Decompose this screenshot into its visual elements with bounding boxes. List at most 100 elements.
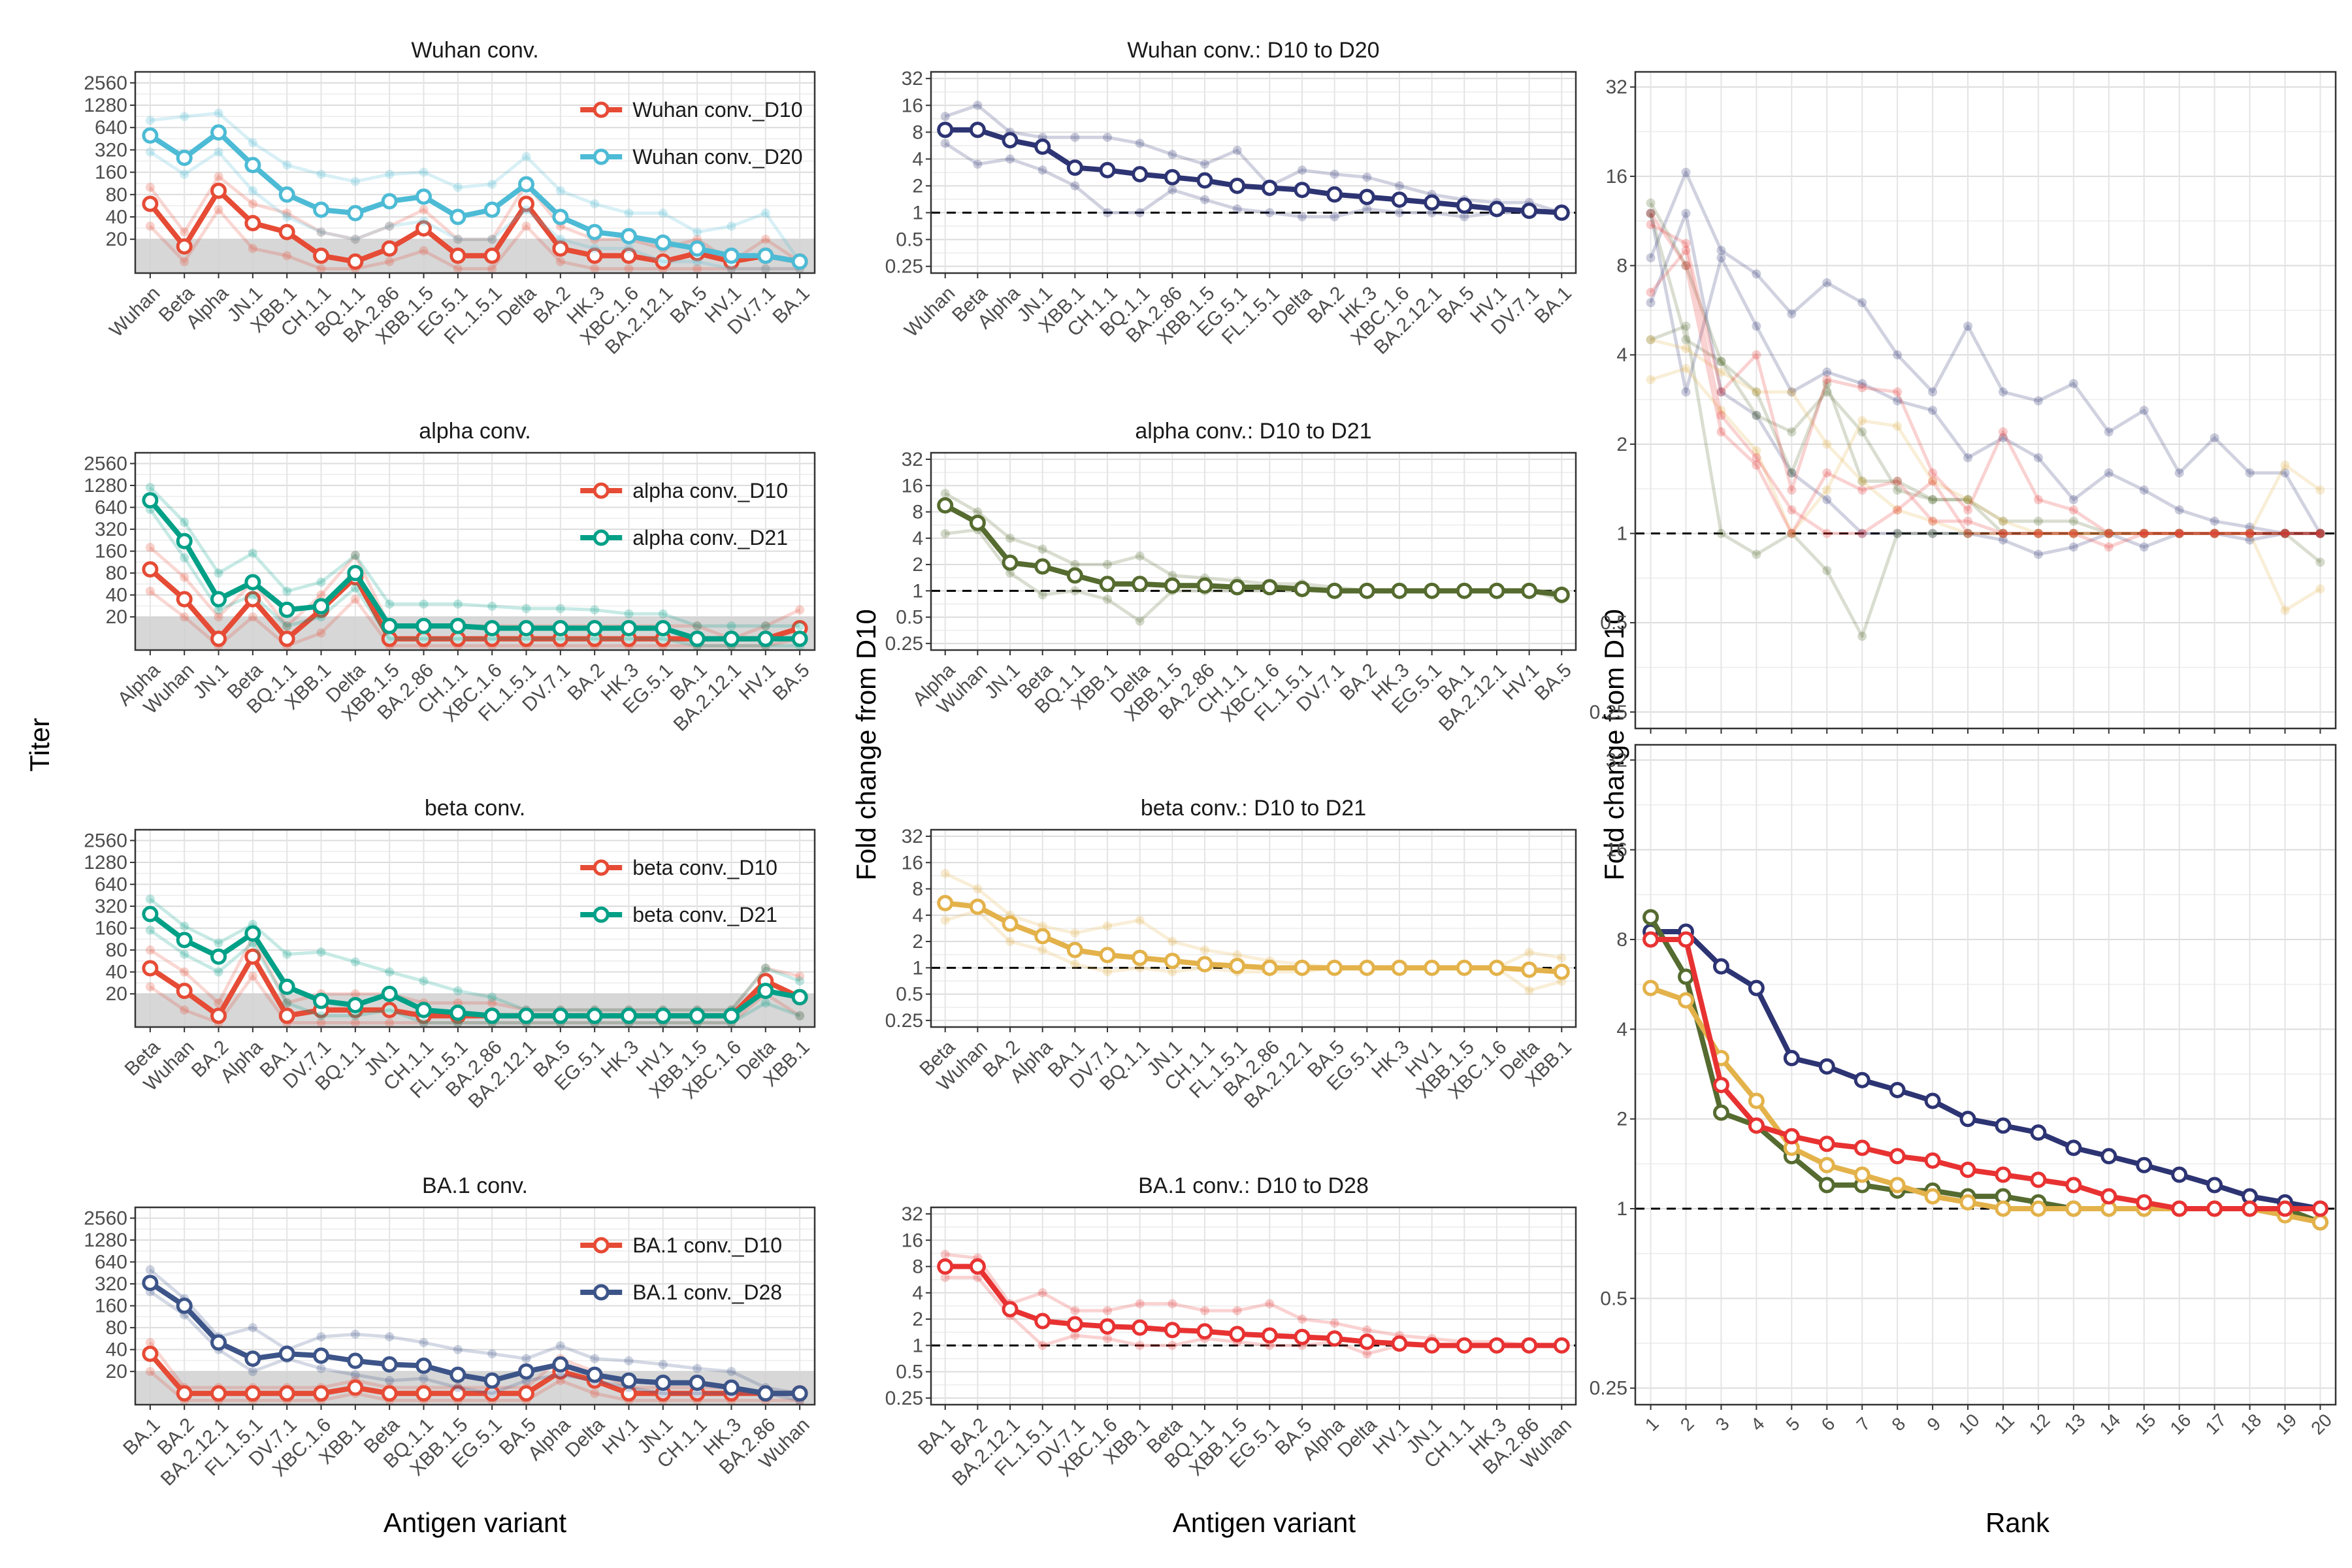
individual-point <box>1752 446 1761 455</box>
individual-point <box>180 257 189 267</box>
series-point <box>381 1356 398 1373</box>
individual-point <box>760 264 770 274</box>
individual-point <box>727 1367 736 1377</box>
individual-point <box>1857 476 1867 486</box>
individual-point <box>1787 505 1797 515</box>
individual-point <box>385 1018 395 1028</box>
individual-point <box>1928 529 1938 538</box>
series-point <box>1553 963 1570 980</box>
individual-point <box>2033 529 2043 538</box>
individual-point <box>1963 516 1973 526</box>
individual-point <box>1135 1299 1145 1309</box>
individual-point <box>145 1265 155 1275</box>
series-point <box>1099 1318 1116 1335</box>
series-point <box>176 1298 193 1315</box>
series-point <box>210 948 227 965</box>
individual-line <box>150 111 802 263</box>
series-point <box>1391 1335 1408 1352</box>
individual-point <box>1362 1325 1372 1335</box>
individual-point <box>2315 529 2325 538</box>
individual-point <box>2210 529 2219 538</box>
series-point <box>142 906 159 923</box>
individual-point <box>453 182 463 192</box>
series-point <box>969 122 986 139</box>
individual-point <box>1646 375 1656 385</box>
individual-point <box>1394 208 1404 218</box>
individual-point <box>940 529 950 538</box>
individual-point <box>555 257 565 267</box>
individual-point <box>385 967 395 977</box>
series-point <box>552 1007 569 1024</box>
y-tick-label: 16 <box>902 475 923 497</box>
individual-point <box>2245 535 2255 545</box>
series-point <box>1294 1328 1311 1345</box>
individual-point <box>2210 529 2219 538</box>
x-tick-label: 10 <box>1955 1410 1984 1439</box>
individual-point <box>760 963 770 973</box>
individual-point <box>453 1345 463 1354</box>
individual-point <box>2104 468 2114 478</box>
individual-point <box>1681 246 1691 255</box>
x-tick-label: 2 <box>1676 1413 1698 1435</box>
x-title-middle: Antigen variant <box>1173 1507 1356 1538</box>
series-point <box>1995 1117 2012 1134</box>
series-point <box>655 1007 672 1024</box>
series-point <box>620 619 637 636</box>
individual-line <box>944 103 1563 214</box>
y-tick-label: 640 <box>95 497 127 519</box>
series-point <box>1002 915 1019 932</box>
individual-point <box>1787 529 1797 538</box>
individual-point <box>1427 208 1437 218</box>
series-point <box>937 894 954 911</box>
series-point <box>1132 1319 1149 1336</box>
individual-point <box>1330 212 1339 221</box>
chart-fold-ba1: 0.250.512481632BA.1BA.2BA.2.12.1FL.1.5.1… <box>885 1173 1577 1490</box>
individual-point <box>316 169 326 179</box>
series-point <box>937 497 954 514</box>
individual-point <box>1822 439 1832 449</box>
series-point <box>347 1352 364 1369</box>
individual-point <box>214 147 223 157</box>
individual-point <box>2068 529 2078 538</box>
individual-point <box>419 167 429 177</box>
legend-marker <box>593 101 610 118</box>
individual-point <box>282 586 292 596</box>
legend-label: Wuhan conv._D20 <box>632 145 802 169</box>
individual-point <box>453 235 463 244</box>
series-point <box>791 1385 808 1402</box>
series-point <box>1712 958 1729 975</box>
individual-point <box>2068 529 2078 538</box>
individual-point <box>1822 485 1832 495</box>
individual-point <box>1822 495 1832 504</box>
individual-point <box>590 634 600 644</box>
series-point <box>1995 1200 2012 1217</box>
individual-point <box>214 172 223 182</box>
individual-point <box>350 1330 360 1339</box>
series-point <box>1488 1337 1505 1354</box>
individual-point <box>658 1360 668 1369</box>
individual-point <box>1070 133 1080 142</box>
x-tick-label: BA.2 <box>563 659 608 704</box>
individual-point <box>350 551 360 561</box>
series-point <box>655 234 672 251</box>
individual-point <box>1716 357 1726 367</box>
individual-point <box>1070 560 1080 570</box>
panel-title: beta conv. <box>425 796 525 821</box>
individual-point <box>1037 1288 1047 1298</box>
individual-point <box>1646 208 1656 218</box>
individual-point <box>419 1018 429 1028</box>
individual-point <box>1103 1333 1113 1343</box>
individual-point <box>1135 139 1145 148</box>
series-point <box>1066 941 1083 958</box>
series-point <box>313 1385 330 1402</box>
individual-point <box>2139 529 2149 538</box>
individual-point <box>180 572 189 582</box>
series-point <box>1034 1313 1051 1330</box>
individual-line <box>1649 212 2321 535</box>
series-point <box>2311 1214 2328 1231</box>
y-tick-label: 80 <box>106 184 127 206</box>
individual-point <box>1646 335 1656 344</box>
individual-point <box>180 517 189 527</box>
individual-point <box>1928 495 1938 504</box>
individual-point <box>1893 529 1903 538</box>
